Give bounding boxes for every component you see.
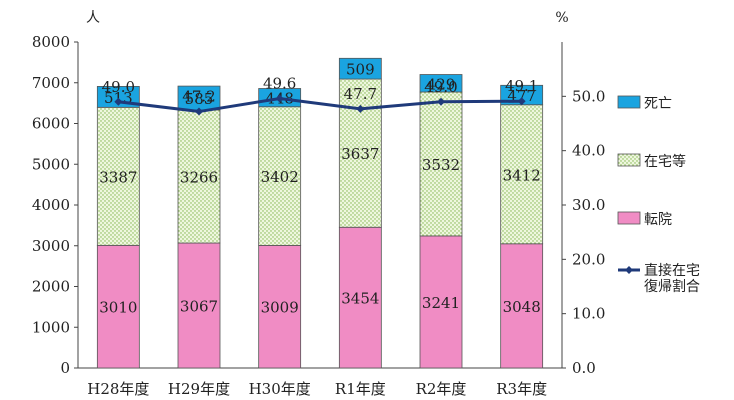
bar-segment <box>96 106 140 246</box>
bar-value-label: 3266 <box>180 168 218 186</box>
right-tick-label: 20.0 <box>572 250 605 268</box>
right-tick-label: 50.0 <box>572 87 605 105</box>
bar-value-label: 3402 <box>261 168 299 186</box>
legend-line-marker <box>625 266 633 274</box>
bar-value-label: 3048 <box>503 298 541 316</box>
x-tick-label: H30年度 <box>249 380 311 398</box>
legend-label: 直接在宅 <box>644 262 700 279</box>
axes: 0 1000 2000 3000 4000 5000 6000 7000 8000 0.0 10.0… <box>32 33 606 398</box>
bar-segment <box>338 78 382 228</box>
bar-segment <box>500 104 544 245</box>
bar-value-label: 3010 <box>99 299 137 317</box>
ratio-label: 49.6 <box>263 75 296 93</box>
bar-segment <box>338 226 382 369</box>
bar-value-label: 3009 <box>261 299 299 317</box>
left-tick-label: 4000 <box>32 196 70 214</box>
bar-value-label: 3454 <box>341 290 379 308</box>
right-tick-label: 0.0 <box>572 359 596 377</box>
right-tick-label: 30.0 <box>572 196 605 214</box>
bar-segment <box>419 91 463 237</box>
x-tick-label: R3年度 <box>496 380 547 398</box>
x-tick-label: H28年度 <box>87 380 149 398</box>
legend-swatch <box>617 95 641 109</box>
ratio-label: 47.7 <box>344 85 377 103</box>
bar-value-label: 3067 <box>180 298 218 316</box>
ratio-point <box>437 97 445 106</box>
right-tick-label: 10.0 <box>572 305 605 323</box>
x-tick-label: R2年度 <box>416 380 467 398</box>
ratio-point <box>275 94 284 103</box>
bar-value-label: 3532 <box>422 156 460 174</box>
bar-segment <box>177 109 221 244</box>
bar-value-label: 429 <box>427 75 456 93</box>
bar-segment <box>177 242 221 369</box>
legend-label: 在宅等 <box>644 153 686 170</box>
legend-label: 死亡 <box>644 96 672 112</box>
legend-label: 転院 <box>644 212 672 228</box>
ratio-line: 49.0 47.2 49.6 47.7 49.0 49.1 <box>102 75 538 116</box>
left-axis-unit: 人 <box>86 10 100 26</box>
left-tick-label: 3000 <box>32 237 70 255</box>
left-tick-label: 5000 <box>32 155 70 173</box>
bar-segment <box>500 243 544 369</box>
bar-segment <box>419 74 463 93</box>
left-tick-label: 1000 <box>32 318 70 336</box>
right-axis-unit: % <box>555 10 568 26</box>
right-tick-label: 40.0 <box>572 142 605 160</box>
bar-value-label: 3412 <box>503 166 541 184</box>
ratio-point <box>114 97 123 106</box>
legend-swatch <box>617 211 641 225</box>
left-tick-label: 7000 <box>32 74 70 92</box>
ratio-polyline <box>118 96 522 114</box>
ratio-label: 47.2 <box>182 88 215 106</box>
legend-swatch <box>617 153 641 167</box>
legend-label: 復帰割合 <box>644 278 700 295</box>
bars: 3010338751330673266585300934024483454363… <box>96 57 544 369</box>
ratio-point <box>195 107 203 116</box>
bar-segment <box>96 244 140 369</box>
ratio-point <box>356 104 365 113</box>
ratio-point <box>517 97 526 106</box>
bar-value-label: 509 <box>346 61 375 79</box>
ratio-label: 49.0 <box>424 78 457 96</box>
ratio-label: 49.1 <box>505 77 538 95</box>
bar-segment <box>419 235 463 369</box>
bar-value-label: 3387 <box>99 168 137 186</box>
bar-value-label: 3241 <box>422 294 460 312</box>
left-tick-label: 0 <box>60 359 70 377</box>
bar-value-label: 3637 <box>341 145 379 163</box>
bar-segment <box>258 244 302 369</box>
x-tick-label: R1年度 <box>335 380 386 398</box>
ratio-label: 49.0 <box>102 78 135 96</box>
left-tick-label: 6000 <box>32 115 70 133</box>
bar-value-label: 585 <box>185 90 214 108</box>
x-tick-label: H29年度 <box>168 380 230 398</box>
bar-segment <box>338 57 382 80</box>
left-tick-label: 8000 <box>32 33 70 51</box>
left-tick-label: 2000 <box>32 278 70 296</box>
